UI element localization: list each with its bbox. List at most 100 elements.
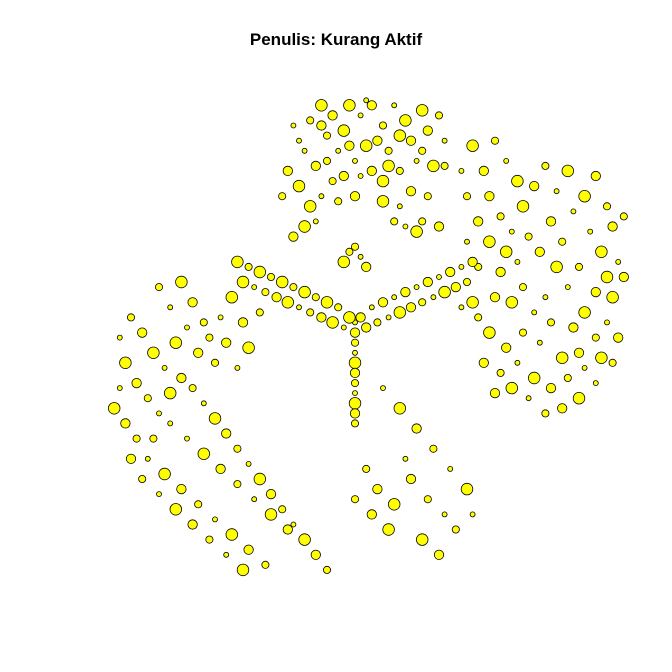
data-point-195: [350, 242, 359, 251]
data-point-23: [434, 111, 443, 120]
data-point-202: [169, 336, 183, 349]
data-point-241: [144, 455, 151, 462]
data-point-19: [395, 166, 404, 175]
data-point-147: [350, 419, 359, 428]
data-point-92: [500, 245, 513, 259]
data-point-71: [553, 188, 560, 195]
data-point-110: [474, 313, 483, 322]
data-point-90: [524, 232, 533, 241]
data-point-238: [107, 402, 121, 415]
data-point-122: [496, 368, 505, 377]
data-point-99: [542, 294, 549, 301]
data-point-174: [377, 297, 389, 308]
data-point-30: [366, 165, 377, 176]
data-point-146: [349, 408, 361, 419]
data-point-136: [505, 381, 519, 395]
data-point-173: [320, 296, 334, 309]
data-point-188: [458, 263, 465, 270]
data-point-161: [393, 306, 407, 319]
data-point-233: [290, 521, 297, 528]
data-point-144: [352, 390, 358, 397]
data-point-226: [208, 412, 222, 425]
data-point-186: [445, 266, 456, 278]
data-point-145: [348, 397, 362, 410]
data-point-150: [316, 312, 327, 323]
data-point-207: [221, 337, 232, 348]
data-point-65: [484, 191, 495, 202]
data-point-95: [458, 167, 465, 174]
data-point-69: [529, 181, 540, 192]
data-point-10: [338, 170, 349, 182]
data-point-6: [327, 110, 338, 121]
data-point-280: [433, 549, 445, 560]
data-point-240: [132, 434, 141, 443]
data-point-281: [451, 525, 460, 534]
data-point-192: [357, 253, 364, 260]
data-point-75: [570, 208, 577, 215]
data-point-129: [613, 332, 624, 343]
data-point-48: [363, 97, 370, 104]
data-point-201: [184, 324, 190, 331]
data-point-47: [418, 217, 427, 226]
data-point-72: [561, 164, 575, 178]
data-point-53: [382, 159, 395, 173]
data-point-68: [516, 200, 530, 213]
data-point-101: [568, 322, 579, 333]
data-point-39: [334, 197, 343, 206]
data-point-219: [131, 377, 142, 389]
data-point-204: [205, 333, 214, 342]
data-point-74: [558, 237, 567, 246]
data-point-158: [361, 322, 372, 333]
data-point-232: [278, 505, 287, 514]
data-point-138: [349, 327, 361, 338]
data-point-25: [427, 159, 440, 173]
data-point-270: [447, 465, 454, 472]
data-point-59: [440, 161, 449, 170]
data-point-120: [466, 296, 479, 309]
data-point-199: [187, 297, 198, 308]
data-point-70: [541, 161, 550, 170]
data-point-213: [161, 364, 168, 371]
data-point-130: [608, 358, 617, 367]
data-point-143: [350, 379, 359, 388]
data-point-14: [310, 160, 321, 171]
data-point-50: [372, 135, 383, 146]
data-point-113: [501, 342, 512, 353]
data-point-58: [316, 120, 327, 131]
data-point-276: [372, 483, 383, 495]
data-point-80: [595, 245, 608, 259]
data-point-32: [318, 193, 325, 200]
data-point-104: [505, 296, 519, 309]
data-point-73: [545, 216, 557, 227]
data-point-81: [607, 221, 618, 232]
data-point-175: [311, 293, 320, 302]
data-point-42: [288, 231, 299, 242]
data-point-103: [531, 309, 538, 316]
data-point-112: [483, 326, 496, 339]
data-point-244: [194, 500, 203, 509]
data-point-134: [541, 409, 550, 418]
data-point-54: [344, 140, 355, 151]
data-point-167: [462, 277, 471, 286]
data-point-135: [525, 395, 532, 402]
data-point-35: [423, 192, 432, 201]
data-point-153: [281, 296, 295, 309]
data-point-187: [244, 262, 253, 271]
data-point-142: [349, 367, 361, 378]
data-point-215: [137, 327, 148, 338]
data-point-154: [271, 292, 282, 303]
data-point-234: [298, 533, 311, 546]
data-point-224: [188, 384, 197, 393]
data-point-278: [402, 455, 409, 462]
data-point-0: [357, 112, 364, 119]
data-point-156: [251, 284, 258, 291]
data-point-205: [217, 314, 224, 321]
data-point-169: [343, 311, 356, 324]
data-point-137: [489, 387, 501, 399]
data-point-133: [557, 403, 568, 414]
data-point-82: [619, 212, 628, 221]
data-point-56: [296, 137, 302, 144]
data-point-223: [176, 372, 187, 384]
data-point-117: [573, 347, 585, 358]
data-point-87: [564, 284, 571, 291]
